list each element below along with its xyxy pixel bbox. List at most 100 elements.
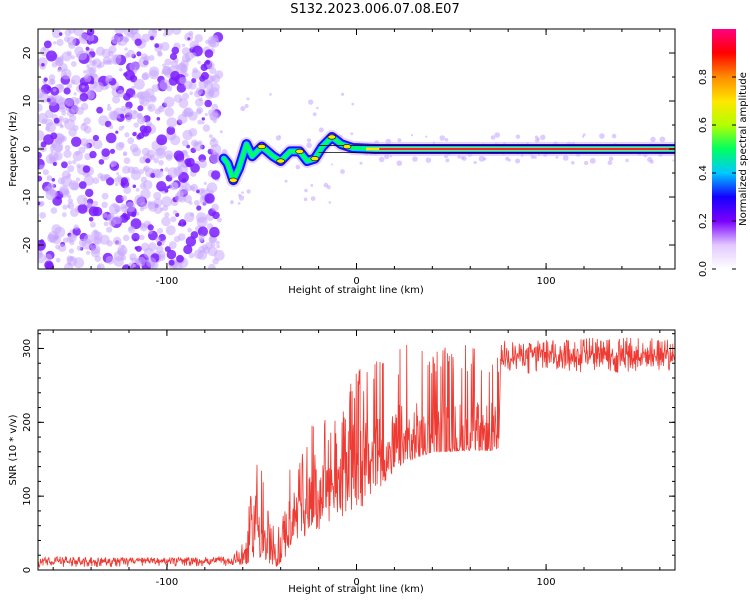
noise-speckle <box>171 46 180 55</box>
noise-speckle <box>149 69 159 80</box>
noise-speckle <box>181 54 190 63</box>
noise-speckle <box>72 159 77 165</box>
noise-speckle <box>38 57 48 68</box>
noise-speckle <box>122 234 130 242</box>
noise-speckle <box>51 224 62 235</box>
noise-speckle <box>120 105 127 112</box>
noise-speckle <box>125 116 132 123</box>
noise-speckle <box>93 73 98 78</box>
noise-speckle <box>141 73 149 81</box>
noise-speckle <box>129 253 137 261</box>
noise-speckle <box>206 182 218 193</box>
noise-speckle <box>295 164 301 170</box>
x-tick-label: -100 <box>156 276 179 287</box>
noise-speckle <box>132 131 137 137</box>
noise-speckle <box>534 156 537 159</box>
noise-speckle <box>625 158 629 163</box>
noise-speckle <box>181 139 189 147</box>
noise-speckle <box>38 175 43 182</box>
noise-speckle <box>166 249 177 260</box>
noise-speckle <box>316 106 319 110</box>
noise-speckle <box>78 146 86 154</box>
noise-speckle <box>216 217 222 223</box>
noise-speckle <box>201 117 205 121</box>
noise-speckle <box>154 43 160 48</box>
noise-speckle <box>340 169 345 175</box>
noise-speckle <box>55 258 61 263</box>
noise-speckle <box>137 105 144 112</box>
noise-speckle <box>38 130 45 141</box>
y-tick-label: -10 <box>22 189 33 205</box>
noise-speckle <box>189 91 193 95</box>
noise-speckle <box>188 201 193 205</box>
noise-speckle <box>45 189 56 201</box>
noise-speckle <box>181 178 187 183</box>
colorbar-tick-label: 0.4 <box>698 165 709 181</box>
noise-speckle <box>191 69 202 80</box>
noise-speckle <box>46 50 57 62</box>
noise-speckle <box>672 159 675 162</box>
noise-speckle <box>241 191 244 194</box>
noise-speckle <box>103 221 109 227</box>
noise-speckle <box>62 117 69 124</box>
noise-speckle <box>135 188 140 192</box>
noise-speckle <box>183 244 193 255</box>
noise-speckle <box>123 186 132 195</box>
noise-speckle <box>88 66 97 75</box>
noise-speckle <box>108 124 114 130</box>
noise-speckle <box>83 70 87 74</box>
noise-speckle <box>101 192 109 200</box>
noise-speckle <box>139 96 150 107</box>
noise-speckle <box>164 212 170 218</box>
noise-speckle <box>154 169 164 179</box>
noise-speckle <box>204 193 215 204</box>
noise-speckle <box>67 198 74 204</box>
noise-speckle <box>197 60 201 65</box>
noise-speckle <box>73 29 84 37</box>
noise-speckle <box>57 136 62 141</box>
noise-speckle <box>117 174 122 180</box>
noise-speckle <box>114 205 122 212</box>
noise-speckle <box>378 156 385 163</box>
noise-speckle <box>330 163 333 166</box>
y-tick-label: 0 <box>22 567 33 573</box>
noise-speckle <box>107 103 111 107</box>
noise-speckle <box>102 56 112 65</box>
noise-speckle <box>115 130 119 134</box>
noise-speckle <box>211 170 221 180</box>
noise-speckle <box>306 138 312 143</box>
noise-speckle <box>53 41 57 45</box>
noise-speckle <box>52 162 57 166</box>
noise-speckle <box>86 64 91 69</box>
noise-speckle <box>144 55 150 61</box>
noise-speckle <box>161 196 172 207</box>
noise-speckle <box>515 158 521 164</box>
noise-speckle <box>140 223 148 232</box>
noise-speckle <box>143 167 147 171</box>
noise-speckle <box>82 122 86 127</box>
noise-speckle <box>40 141 47 148</box>
noise-speckle <box>139 125 148 133</box>
noise-speckle <box>156 134 168 146</box>
noise-speckle <box>48 151 59 162</box>
noise-speckle <box>106 214 114 222</box>
noise-speckle <box>62 204 68 210</box>
noise-speckle <box>412 156 418 162</box>
noise-speckle <box>160 41 170 51</box>
noise-speckle <box>194 200 200 206</box>
noise-speckle <box>308 99 314 105</box>
noise-speckle <box>269 93 272 96</box>
colorbar-label: Normalized spectral amplitude <box>738 72 749 226</box>
noise-speckle <box>158 254 166 261</box>
noise-speckle <box>213 249 225 261</box>
noise-speckle <box>230 200 234 205</box>
noise-speckle <box>176 254 184 263</box>
noise-speckle <box>117 248 127 257</box>
noise-speckle <box>70 208 79 217</box>
noise-speckle <box>106 106 112 111</box>
noise-speckle <box>41 118 48 125</box>
noise-speckle <box>188 252 195 259</box>
noise-speckle <box>164 167 169 172</box>
noise-speckle <box>165 225 176 236</box>
